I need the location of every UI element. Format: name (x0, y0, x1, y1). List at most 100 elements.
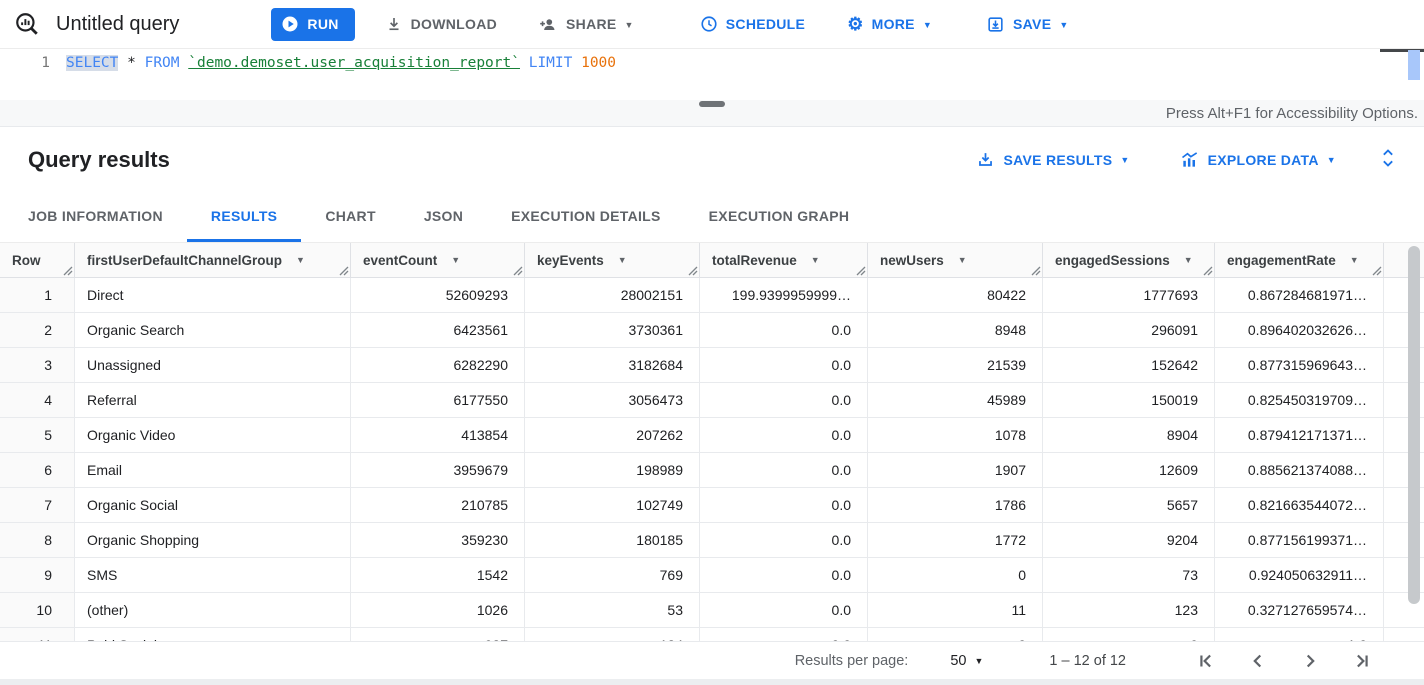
cell: 5657 (1043, 488, 1215, 522)
cell: 0.0 (700, 383, 868, 417)
share-button[interactable]: SHARE ▼ (527, 6, 646, 42)
table-row: 6 Email 3959679 198989 0.0 1907 12609 0.8856213… (0, 453, 1424, 488)
tab-results[interactable]: RESULTS (186, 192, 302, 242)
page-size-select[interactable]: 50 ▼ (950, 652, 984, 669)
column-label: engagementRate (1227, 252, 1336, 268)
column-resize-handle[interactable] (1203, 266, 1213, 276)
cell: 210785 (351, 488, 525, 522)
column-resize-handle[interactable] (1031, 266, 1041, 276)
gear-icon: ⚙ (847, 14, 864, 34)
splitter-drag-handle[interactable] (699, 101, 725, 107)
first-page-icon (1200, 654, 1211, 667)
column-resize-handle[interactable] (688, 266, 698, 276)
cell: Organic Search (75, 313, 351, 347)
table-row: 1 Direct 52609293 28002151 199.9399959999… 80… (0, 278, 1424, 313)
cell: 9204 (1043, 523, 1215, 557)
column-header-newusers[interactable]: newUsers ▼ (868, 243, 1043, 277)
cell: 937 (351, 628, 525, 641)
cell: 0.0 (700, 453, 868, 487)
cell: Organic Shopping (75, 523, 351, 557)
editor-scrollbar[interactable] (1408, 50, 1420, 80)
table-reference-link[interactable]: `demo.demoset.user_acquisition_report` (188, 55, 520, 71)
column-menu-caret-icon[interactable]: ▼ (810, 255, 820, 265)
save-button[interactable]: SAVE ▼ (974, 6, 1081, 42)
column-menu-caret-icon[interactable]: ▼ (617, 255, 627, 265)
tab-label: EXECUTION GRAPH (708, 207, 850, 224)
results-tab-bar: JOB INFORMATION RESULTS CHART JSON EXECUTION… (0, 192, 1424, 243)
play-circle-icon (282, 16, 298, 32)
column-resize-handle[interactable] (856, 266, 866, 276)
cell: 0.327127659574… (1215, 593, 1384, 627)
cell: 3182684 (525, 348, 700, 382)
last-page-icon (1357, 654, 1368, 667)
download-button[interactable]: DOWNLOAD (373, 6, 509, 42)
cell: 0.0 (700, 348, 868, 382)
explore-data-button[interactable]: EXPLORE DATA ▼ (1168, 142, 1348, 178)
first-page-button[interactable] (1193, 648, 1219, 674)
cell: 413854 (351, 418, 525, 452)
column-menu-caret-icon[interactable]: ▼ (296, 255, 305, 265)
row-number-cell: 5 (0, 418, 75, 452)
cell: 134 (525, 628, 700, 641)
cell: 0.821663544072… (1215, 488, 1384, 522)
column-menu-caret-icon[interactable]: ▼ (451, 255, 461, 265)
chevron-left-icon (1253, 654, 1262, 667)
cell: 0.877315969643… (1215, 348, 1384, 382)
tab-chart[interactable]: CHART (301, 192, 400, 242)
scrollbar-thumb[interactable] (1408, 246, 1420, 604)
more-button[interactable]: ⚙ MORE ▼ (835, 6, 944, 42)
page-range-label: 1 – 12 of 12 (1049, 652, 1126, 669)
tab-job-information[interactable]: JOB INFORMATION (4, 192, 187, 242)
query-results-header: Query results SAVE RESULTS ▼ EXPLORE DAT… (0, 127, 1424, 192)
horizontal-scrollbar[interactable] (0, 679, 1424, 685)
table-header-row: Row firstUserDefaultChannelGroup ▼ eventCou… (0, 243, 1424, 278)
save-results-button[interactable]: SAVE RESULTS ▼ (964, 142, 1141, 178)
column-resize-handle[interactable] (1372, 266, 1382, 276)
chevron-right-icon (1306, 654, 1315, 667)
last-page-button[interactable] (1349, 648, 1375, 674)
column-menu-caret-icon[interactable]: ▼ (1349, 255, 1359, 265)
tab-label: RESULTS (210, 207, 278, 224)
table-row: 3 Unassigned 6282290 3182684 0.0 21539 152642 0… (0, 348, 1424, 383)
sql-code-line[interactable]: SELECT * FROM `demo.demoset.user_acquisi… (66, 55, 617, 71)
cell: 0.0 (700, 418, 868, 452)
cell: 359230 (351, 523, 525, 557)
tab-json[interactable]: JSON (400, 192, 487, 242)
column-header-engagementrate[interactable]: engagementRate ▼ (1215, 243, 1384, 277)
cell: 73 (1043, 558, 1215, 592)
column-resize-handle[interactable] (339, 266, 349, 276)
cell: Organic Video (75, 418, 351, 452)
query-title[interactable]: Untitled query (56, 12, 180, 35)
cell: 199.9399959999… (700, 278, 868, 312)
chevron-down-icon: ▼ (1120, 155, 1130, 165)
column-header-firstuserdefaultchannelgroup[interactable]: firstUserDefaultChannelGroup ▼ (75, 243, 351, 277)
tab-execution-details[interactable]: EXECUTION DETAILS (487, 192, 685, 242)
table-row: 10 (other) 1026 53 0.0 11 123 0.327127659574… (0, 593, 1424, 628)
results-per-page-label: Results per page: (794, 652, 909, 669)
cell: 207262 (525, 418, 700, 452)
column-resize-handle[interactable] (513, 266, 523, 276)
column-header-totalrevenue[interactable]: totalRevenue ▼ (700, 243, 868, 277)
expand-results-button[interactable] (1374, 143, 1402, 176)
column-resize-handle[interactable] (63, 266, 73, 276)
chevron-down-icon: ▼ (1059, 19, 1069, 30)
previous-page-button[interactable] (1245, 648, 1271, 674)
column-header-engagedsessions[interactable]: engagedSessions ▼ (1043, 243, 1215, 277)
cell: 6423561 (351, 313, 525, 347)
sql-editor[interactable]: 1 SELECT * FROM `demo.demoset.user_acqui… (0, 48, 1424, 100)
person-add-icon (540, 18, 555, 30)
column-menu-caret-icon[interactable]: ▼ (957, 255, 967, 265)
column-menu-caret-icon[interactable]: ▼ (1183, 255, 1193, 265)
cell: 0.0 (700, 313, 868, 347)
row-number-cell: 10 (0, 593, 75, 627)
tab-execution-graph[interactable]: EXECUTION GRAPH (685, 192, 874, 242)
table-vertical-scrollbar[interactable] (1408, 246, 1420, 638)
column-header-row[interactable]: Row (0, 243, 75, 277)
column-header-eventcount[interactable]: eventCount ▼ (351, 243, 525, 277)
run-button[interactable]: RUN (271, 7, 355, 41)
cell: 1777693 (1043, 278, 1215, 312)
cell: Direct (75, 278, 351, 312)
next-page-button[interactable] (1297, 648, 1323, 674)
schedule-button[interactable]: SCHEDULE (688, 6, 817, 42)
column-header-keyevents[interactable]: keyEvents ▼ (525, 243, 700, 277)
